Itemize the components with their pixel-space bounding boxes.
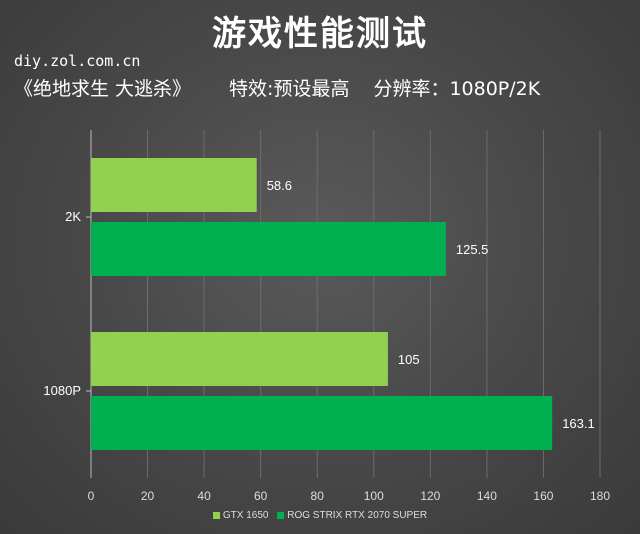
subtitle-game: 《绝地求生 大逃杀》 — [14, 78, 192, 100]
site-url: diy.zol.com.cn — [14, 52, 141, 70]
chart-subtitle: 《绝地求生 大逃杀》 特效:预设最高 分辨率：1080P/2K — [14, 74, 634, 101]
legend-swatch-series-2 — [277, 511, 285, 519]
bar-2k-series-1 — [91, 158, 257, 212]
value-label-2k-series-1: 58.6 — [267, 178, 292, 193]
x-tick-label-160: 160 — [533, 489, 553, 503]
legend-swatch-series-1 — [212, 511, 220, 519]
x-tick-label-100: 100 — [364, 489, 384, 503]
legend-label-series-2: ROG STRIX RTX 2070 SUPER — [287, 510, 428, 521]
subtitle-effects: 特效:预设最高 — [229, 78, 350, 100]
legend-item-series-1: GTX 1650 — [212, 510, 269, 521]
value-label-1080p-series-1: 105 — [398, 352, 420, 367]
subtitle-resolution: 分辨率：1080P/2K — [373, 78, 541, 100]
chart-title: 游戏性能测试 — [212, 14, 428, 54]
x-tick-label-0: 0 — [88, 489, 95, 503]
x-tick-label-40: 40 — [197, 489, 211, 503]
x-tick-label-120: 120 — [420, 489, 440, 503]
legend-label-series-1: GTX 1650 — [222, 510, 269, 521]
x-tick-label-180: 180 — [590, 489, 610, 503]
bar-2k-series-2 — [91, 222, 446, 276]
chart-legend: GTX 1650 ROG STRIX RTX 2070 SUPER — [0, 510, 640, 521]
x-tick-label-80: 80 — [311, 489, 325, 503]
bar-1080p-series-1 — [91, 332, 388, 386]
legend-item-series-2: ROG STRIX RTX 2070 SUPER — [277, 510, 427, 521]
bar-1080p-series-2 — [91, 396, 553, 450]
y-tick-label-1: 1080P — [43, 383, 81, 398]
value-label-2k-series-2: 125.5 — [456, 242, 489, 257]
x-tick-label-140: 140 — [477, 489, 497, 503]
x-tick-label-60: 60 — [254, 489, 268, 503]
y-tick-label-0: 2K — [65, 209, 81, 224]
x-tick-label-20: 20 — [141, 489, 155, 503]
value-label-1080p-series-2: 163.1 — [562, 416, 595, 431]
